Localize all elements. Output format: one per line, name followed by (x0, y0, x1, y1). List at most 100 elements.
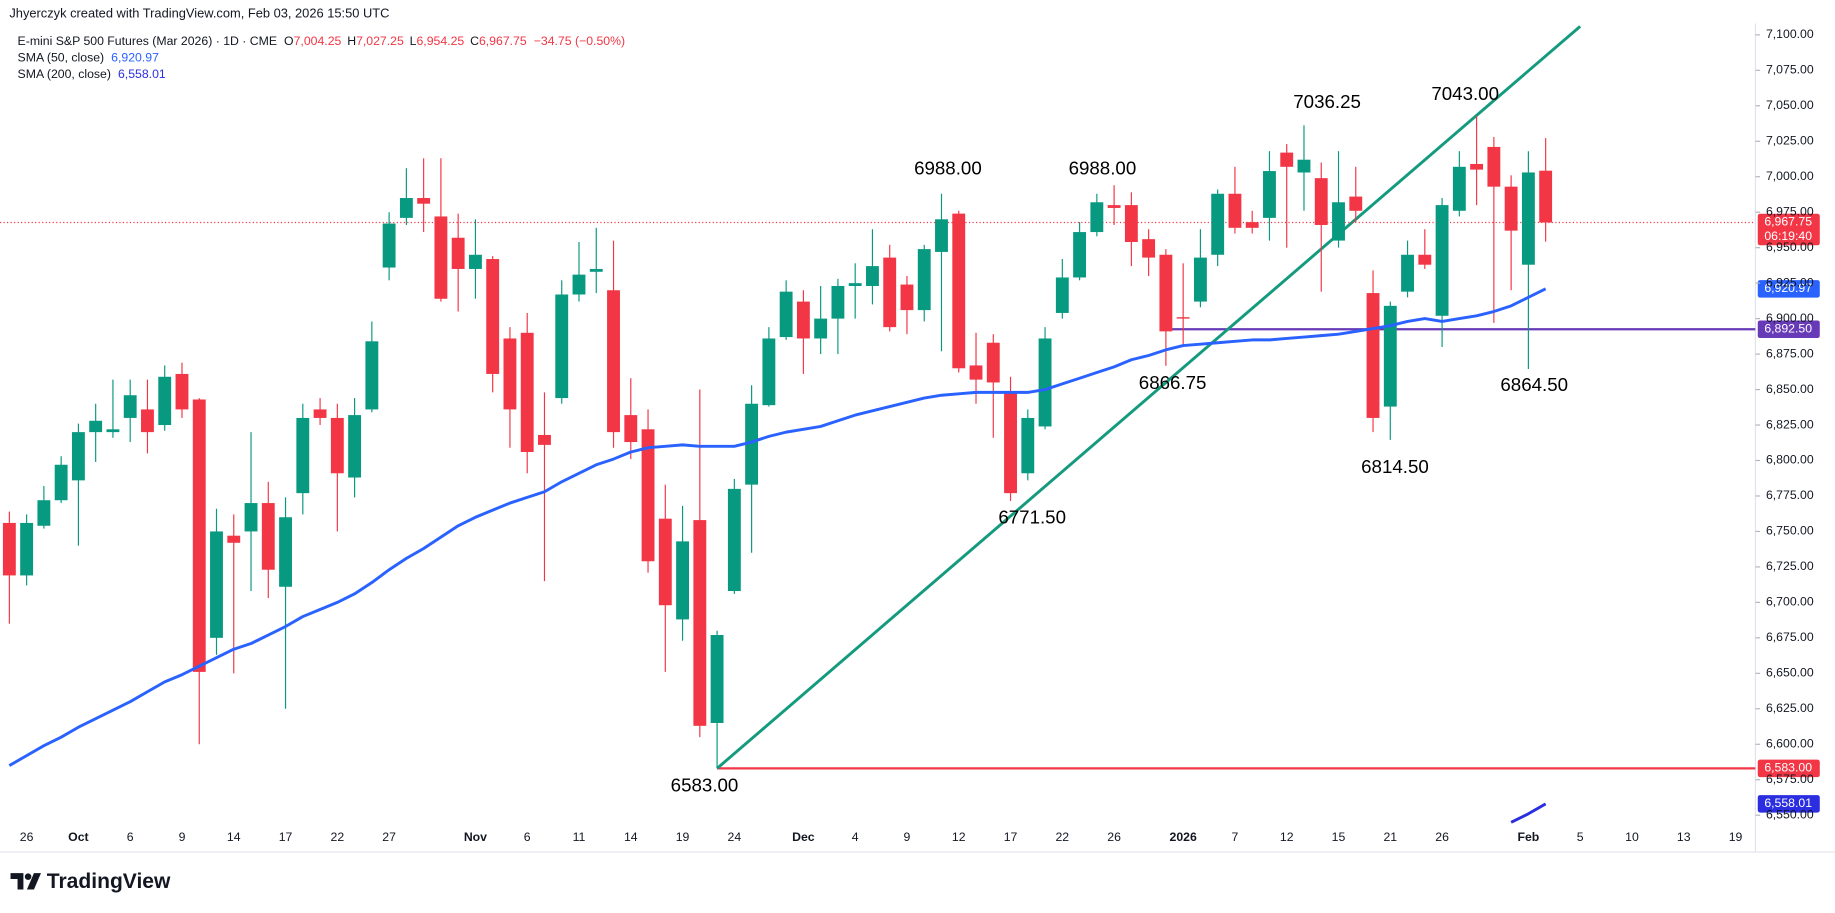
candle-body (555, 294, 569, 399)
candle-body (20, 522, 34, 576)
candle-body (831, 285, 845, 319)
annotation: 6583.00 (671, 774, 739, 795)
candle-body (1193, 257, 1207, 302)
candle-body (883, 257, 897, 328)
candle-body (814, 318, 828, 339)
candle-body (1090, 202, 1104, 233)
x-tick-label: 26 (1435, 830, 1449, 844)
candle-body (279, 517, 292, 587)
x-tick-label: Oct (68, 830, 88, 844)
candle-body (1263, 171, 1276, 218)
candle-body (382, 223, 396, 268)
x-tick-label: 12 (1280, 830, 1294, 844)
legend-sma-value: 6,558.01 (118, 67, 166, 81)
legend-value: 7,004.25 (294, 34, 342, 48)
candle-body (762, 338, 776, 406)
annotation: 6988.00 (914, 158, 982, 179)
x-tick-label: 9 (179, 830, 186, 844)
candle-body (330, 417, 344, 474)
x-tick-label: 21 (1383, 830, 1397, 844)
candle-body (192, 399, 206, 672)
candle-body (348, 415, 362, 478)
legend-key: L (410, 34, 417, 48)
price-tag-label: 6,892.50 (1764, 322, 1812, 336)
candle-body (572, 274, 586, 295)
x-tick-label: 24 (728, 830, 742, 844)
y-tick-label: 7,050.00 (1766, 98, 1814, 112)
candle-body (1073, 232, 1087, 278)
logo: TradingView (10, 870, 171, 893)
candle-body (866, 266, 879, 286)
x-tick-label: 26 (1107, 830, 1121, 844)
candle-body (54, 464, 68, 501)
candle-body (227, 535, 241, 543)
candle-body (261, 503, 275, 570)
legend-value: 6,954.25 (416, 34, 464, 48)
legend-value: 7,027.25 (356, 34, 404, 48)
annotation: 6814.50 (1361, 456, 1429, 477)
candle-body (796, 301, 810, 339)
candle-body (917, 249, 931, 311)
price-tag (1757, 759, 1820, 778)
x-tick-label: 6 (524, 830, 531, 844)
price-tag-label: 6,583.00 (1764, 761, 1812, 775)
y-tick-label: 6,775.00 (1766, 488, 1814, 502)
x-tick-label: 19 (1729, 830, 1743, 844)
candle-body (986, 342, 1000, 383)
x-tick-label: 11 (573, 830, 586, 844)
candle-body (1107, 205, 1121, 208)
candle-body (1297, 159, 1311, 173)
x-tick-label: 4 (852, 830, 859, 844)
candle-body (89, 420, 103, 433)
candle-body (175, 373, 189, 410)
y-tick-label: 6,825.00 (1766, 417, 1814, 431)
price-tag-label: 6,920.97 (1764, 281, 1812, 295)
x-tick-label: 9 (904, 830, 911, 844)
x-tick-label: 12 (952, 830, 966, 844)
y-tick-label: 6,975.00 (1766, 204, 1814, 218)
y-tick-label: 6,950.00 (1766, 240, 1814, 254)
candle-body (1124, 205, 1138, 242)
candle-body (399, 198, 413, 218)
candle-body (1021, 417, 1035, 474)
legend-sma-name: SMA (200, close) (18, 67, 111, 81)
sma-line (1510, 802, 1547, 824)
candle-body (313, 409, 327, 418)
price-tag-countdown: 06:19:40 (1764, 229, 1812, 243)
candle-body (37, 500, 51, 526)
x-tick-label: 14 (227, 830, 241, 844)
candle-body (1211, 193, 1225, 255)
x-tick-label: 15 (1332, 830, 1346, 844)
legend-key: C (470, 34, 479, 48)
x-tick-label: 5 (1577, 830, 1584, 844)
x-tick-label: 14 (624, 830, 638, 844)
candle-body (727, 488, 741, 592)
logo-icon (24, 873, 32, 880)
candle-body (417, 198, 431, 204)
candle-body (141, 409, 154, 433)
legend-key: O (284, 34, 294, 48)
logo-text: TradingView (47, 870, 171, 893)
legend-sma-value: 6,920.97 (111, 51, 159, 65)
y-tick-label: 6,700.00 (1766, 595, 1814, 609)
candle-body (538, 434, 551, 445)
candle-body (710, 635, 724, 723)
candle-body (434, 216, 448, 299)
x-tick-label: 26 (20, 830, 34, 844)
candle-body (676, 541, 690, 620)
candle-body (952, 213, 966, 369)
candle-body (1452, 166, 1466, 211)
candle-body (1504, 186, 1518, 231)
candle-body (1332, 202, 1345, 241)
candle-body (520, 332, 534, 452)
candle-body (1539, 170, 1553, 223)
candle-body (607, 290, 620, 433)
logo-icon (10, 873, 24, 890)
x-tick-label: 10 (1625, 830, 1639, 844)
candle-body (106, 429, 120, 433)
legend-sma: SMA (50, close) 6,920.97 (18, 51, 160, 65)
logo-icon (26, 873, 41, 890)
candle-body (210, 531, 223, 638)
